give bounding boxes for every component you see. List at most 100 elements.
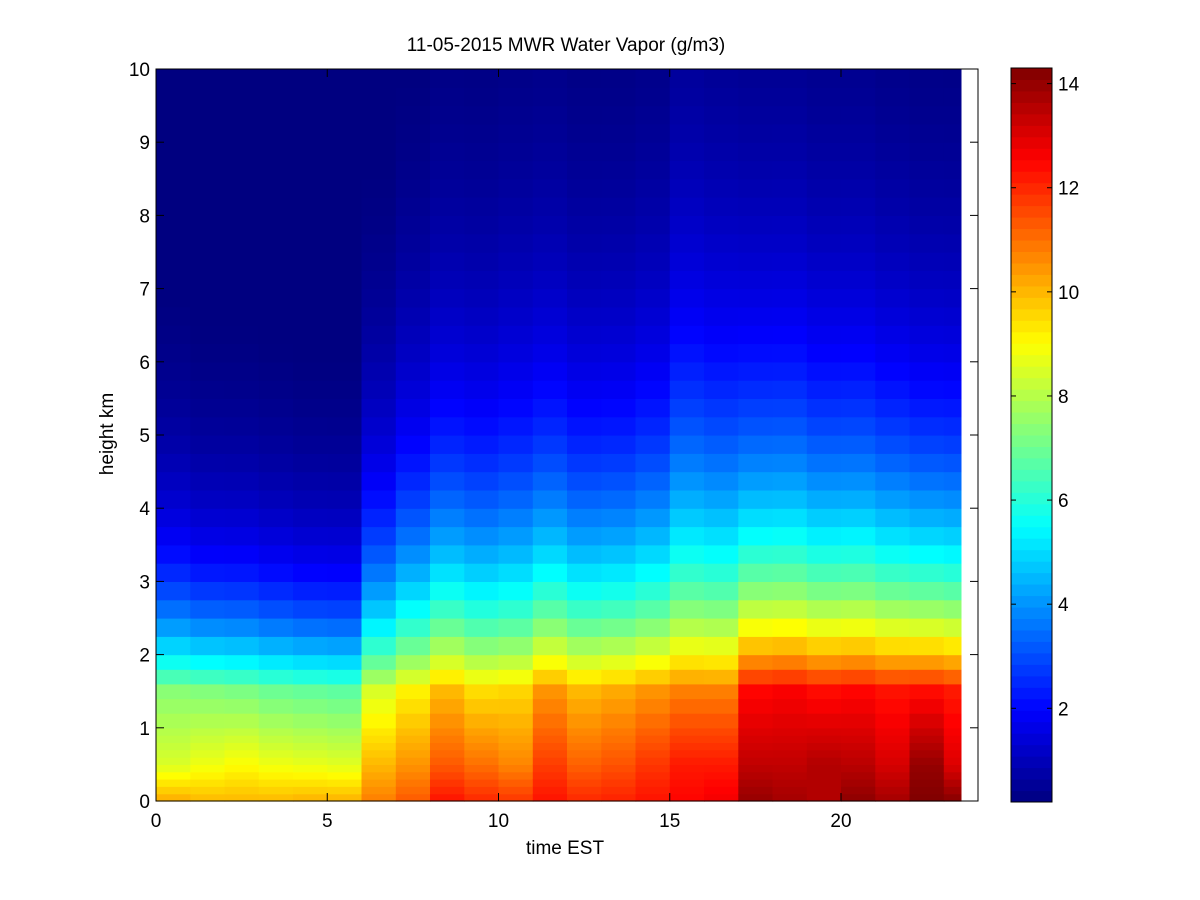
heatmap-cell: [224, 252, 260, 271]
heatmap-cell: [430, 233, 465, 253]
heatmap-cell: [430, 325, 465, 345]
heatmap-cell: [601, 757, 637, 765]
heatmap-cell: [464, 544, 500, 564]
heatmap-cell: [772, 69, 808, 88]
heatmap-cell: [395, 361, 431, 381]
y-tick-label: 6: [139, 353, 150, 374]
heatmap-cell: [669, 735, 705, 743]
heatmap-cell: [704, 380, 739, 399]
heatmap-cell: [395, 793, 431, 802]
heatmap-cell: [601, 288, 637, 308]
colorbar-tick-label: 10: [1058, 283, 1079, 304]
heatmap-cell: [704, 270, 739, 290]
heatmap-cell: [361, 343, 397, 363]
heatmap-cell: [258, 713, 294, 729]
heatmap-cell: [909, 749, 945, 758]
heatmap-cell: [738, 764, 774, 773]
heatmap-cell: [430, 749, 465, 758]
heatmap-cell: [635, 142, 671, 162]
heatmap-cell: [498, 435, 534, 454]
heatmap-cell: [532, 742, 568, 751]
colorbar-step: [1011, 526, 1052, 539]
heatmap-cell: [430, 544, 465, 564]
heatmap-cell: [532, 142, 568, 162]
heatmap-cell: [156, 288, 191, 308]
heatmap-cell: [464, 786, 500, 795]
heatmap-cell: [293, 581, 328, 601]
heatmap-cell: [498, 779, 534, 787]
heatmap-cell: [841, 786, 876, 795]
heatmap-cell: [635, 380, 671, 399]
heatmap-cell: [875, 489, 911, 509]
heatmap-cell: [361, 786, 397, 795]
heatmap-cell: [875, 508, 911, 528]
heatmap-cell: [669, 435, 705, 454]
heatmap-cell: [258, 288, 294, 308]
heatmap-cell: [190, 87, 226, 107]
heatmap-cell: [190, 599, 226, 619]
heatmap-cell: [669, 544, 705, 564]
heatmap-cell: [293, 453, 328, 473]
heatmap-cell: [190, 618, 226, 637]
heatmap-cell: [293, 197, 328, 216]
heatmap-cell: [841, 771, 876, 780]
colorbar-step: [1011, 182, 1052, 195]
heatmap-cell: [498, 288, 534, 308]
heatmap-cell: [738, 270, 774, 290]
heatmap-cell: [772, 757, 808, 765]
heatmap-cell: [772, 771, 808, 780]
heatmap-cell: [532, 713, 568, 729]
heatmap-cell: [875, 654, 911, 670]
heatmap-cell: [464, 764, 500, 773]
heatmap-cell: [395, 683, 431, 700]
heatmap-cell: [704, 178, 739, 198]
heatmap-cell: [943, 749, 962, 758]
heatmap-cell: [738, 683, 774, 700]
heatmap-cell: [532, 215, 568, 235]
heatmap-cell: [293, 713, 328, 729]
heatmap-cell: [943, 197, 962, 216]
heatmap-cell: [293, 526, 328, 546]
heatmap-cell: [156, 453, 191, 473]
colorbar-step: [1011, 308, 1052, 321]
heatmap-cell: [498, 361, 534, 381]
heatmap-cell: [601, 544, 637, 564]
heatmap-cell: [361, 270, 397, 290]
colorbar-step: [1011, 297, 1052, 310]
heatmap-cell: [258, 489, 294, 509]
heatmap-cell: [704, 779, 739, 787]
heatmap-cell: [909, 771, 945, 780]
heatmap-cell: [464, 713, 500, 729]
heatmap-cell: [738, 87, 774, 107]
heatmap-cell: [464, 343, 500, 363]
heatmap-cell: [361, 599, 397, 619]
heatmap-cell: [635, 435, 671, 454]
heatmap-cell: [635, 233, 671, 253]
heatmap-cell: [224, 757, 260, 765]
heatmap-cell: [395, 581, 431, 601]
heatmap-cell: [190, 361, 226, 381]
heatmap-cell: [601, 471, 637, 491]
heatmap-cell: [806, 361, 842, 381]
heatmap-cell: [841, 288, 876, 308]
heatmap-cell: [224, 160, 260, 180]
heatmap-cell: [190, 713, 226, 729]
heatmap-cell: [156, 526, 191, 546]
heatmap-cell: [806, 793, 842, 802]
heatmap-cell: [806, 233, 842, 253]
colorbar-step: [1011, 779, 1052, 792]
heatmap-cell: [567, 197, 602, 216]
colorbar-step: [1011, 767, 1052, 780]
heatmap-cell: [156, 325, 191, 345]
heatmap-cell: [567, 105, 602, 125]
heatmap-cell: [464, 288, 500, 308]
heatmap-cell: [875, 142, 911, 162]
heatmap-cell: [532, 233, 568, 253]
heatmap-cell: [258, 416, 294, 436]
heatmap-cell: [327, 142, 363, 162]
heatmap-cell: [327, 735, 363, 743]
heatmap-cell: [806, 683, 842, 700]
heatmap-cell: [875, 713, 911, 729]
heatmap-cell: [806, 563, 842, 582]
